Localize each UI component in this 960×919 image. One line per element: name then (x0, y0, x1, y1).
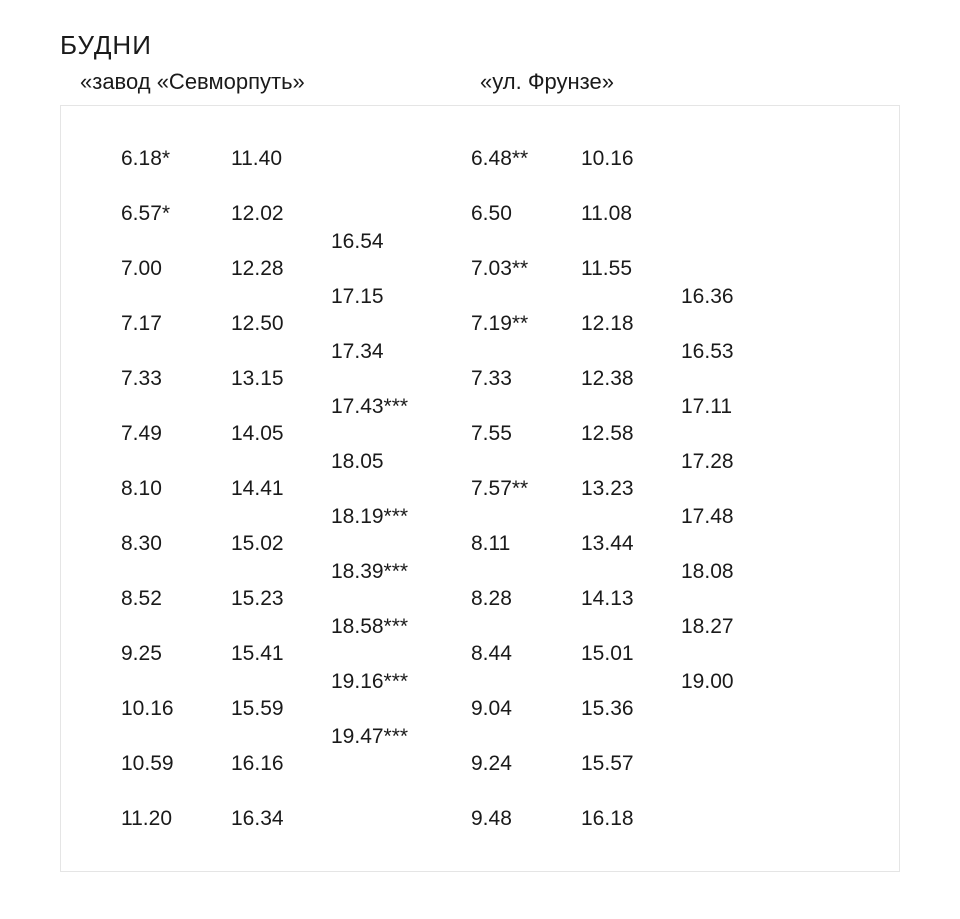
time-cell: 6.18* (121, 131, 231, 186)
schedule-box: 6.18*6.57*7.007.177.337.498.108.308.529.… (60, 105, 900, 872)
time-cell: 7.33 (121, 351, 231, 406)
time-cell: 10.59 (121, 736, 231, 791)
time-cell: 15.41 (231, 626, 331, 681)
stop-1-header: «завод «Севморпуть» (80, 69, 480, 95)
time-cell: 10.16 (121, 681, 231, 736)
time-cell: 17.48 (681, 489, 761, 544)
time-cell: 8.11 (471, 516, 581, 571)
time-cell: 18.39*** (331, 544, 471, 599)
time-cell: 7.57** (471, 461, 581, 516)
time-cell: 12.18 (581, 296, 681, 351)
time-cell: 14.41 (231, 461, 331, 516)
time-cell: 7.55 (471, 406, 581, 461)
time-cell: 8.28 (471, 571, 581, 626)
stop1-col3: 16.5417.1517.3417.43***18.0518.19***18.3… (331, 131, 471, 846)
stop-2-header: «ул. Фрунзе» (480, 69, 614, 95)
time-cell: 11.08 (581, 186, 681, 241)
time-cell: 16.16 (231, 736, 331, 791)
time-cell: 12.50 (231, 296, 331, 351)
time-cell: 16.54 (331, 214, 471, 269)
time-cell: 6.57* (121, 186, 231, 241)
time-cell: 6.48** (471, 131, 581, 186)
time-cell: 17.34 (331, 324, 471, 379)
time-cell: 12.58 (581, 406, 681, 461)
time-cell: 12.38 (581, 351, 681, 406)
stop2-col3: 16.3616.5317.1117.2817.4818.0818.2719.00 (681, 131, 761, 846)
time-cell: 16.18 (581, 791, 681, 846)
time-cell: 7.17 (121, 296, 231, 351)
time-cell: 13.44 (581, 516, 681, 571)
time-cell: 18.08 (681, 544, 761, 599)
time-cell: 10.16 (581, 131, 681, 186)
time-cell: 18.27 (681, 599, 761, 654)
time-cell: 19.16*** (331, 654, 471, 709)
stop-headers: «завод «Севморпуть» «ул. Фрунзе» (60, 69, 900, 95)
time-cell: 12.02 (231, 186, 331, 241)
schedule-page: БУДНИ «завод «Севморпуть» «ул. Фрунзе» 6… (0, 0, 960, 912)
time-cell: 19.00 (681, 654, 761, 709)
time-cell: 15.59 (231, 681, 331, 736)
time-cell: 14.13 (581, 571, 681, 626)
time-cell: 7.00 (121, 241, 231, 296)
time-cell: 17.11 (681, 379, 761, 434)
time-cell: 7.19** (471, 296, 581, 351)
time-cell: 8.44 (471, 626, 581, 681)
time-cell: 11.40 (231, 131, 331, 186)
time-cell: 17.15 (331, 269, 471, 324)
time-cell: 15.57 (581, 736, 681, 791)
time-cell: 16.34 (231, 791, 331, 846)
time-cell: 15.01 (581, 626, 681, 681)
time-cell: 9.25 (121, 626, 231, 681)
stop1-col1: 6.18*6.57*7.007.177.337.498.108.308.529.… (121, 131, 231, 846)
stop2-col2: 10.1611.0811.5512.1812.3812.5813.2313.44… (581, 131, 681, 846)
stop1-col2: 11.4012.0212.2812.5013.1514.0514.4115.02… (231, 131, 331, 846)
time-cell: 13.15 (231, 351, 331, 406)
time-cell: 13.23 (581, 461, 681, 516)
time-cell: 16.36 (681, 269, 761, 324)
time-cell: 7.03** (471, 241, 581, 296)
time-cell: 6.50 (471, 186, 581, 241)
time-cell: 18.19*** (331, 489, 471, 544)
time-cell: 7.49 (121, 406, 231, 461)
time-cell: 15.36 (581, 681, 681, 736)
time-cell: 7.33 (471, 351, 581, 406)
time-cell: 15.23 (231, 571, 331, 626)
time-cell: 8.10 (121, 461, 231, 516)
time-cell: 11.20 (121, 791, 231, 846)
time-cell: 17.28 (681, 434, 761, 489)
day-label: БУДНИ (60, 30, 900, 61)
time-cell: 18.58*** (331, 599, 471, 654)
time-cell: 16.53 (681, 324, 761, 379)
schedule-columns: 6.18*6.57*7.007.177.337.498.108.308.529.… (121, 131, 859, 846)
time-cell: 15.02 (231, 516, 331, 571)
stop2-col1: 6.48**6.507.03**7.19**7.337.557.57**8.11… (471, 131, 581, 846)
time-cell: 14.05 (231, 406, 331, 461)
time-cell: 9.04 (471, 681, 581, 736)
time-cell: 9.24 (471, 736, 581, 791)
time-cell: 11.55 (581, 241, 681, 296)
time-cell: 8.30 (121, 516, 231, 571)
time-cell: 9.48 (471, 791, 581, 846)
time-cell: 12.28 (231, 241, 331, 296)
time-cell: 8.52 (121, 571, 231, 626)
time-cell: 18.05 (331, 434, 471, 489)
time-cell: 19.47*** (331, 709, 471, 764)
time-cell: 17.43*** (331, 379, 471, 434)
